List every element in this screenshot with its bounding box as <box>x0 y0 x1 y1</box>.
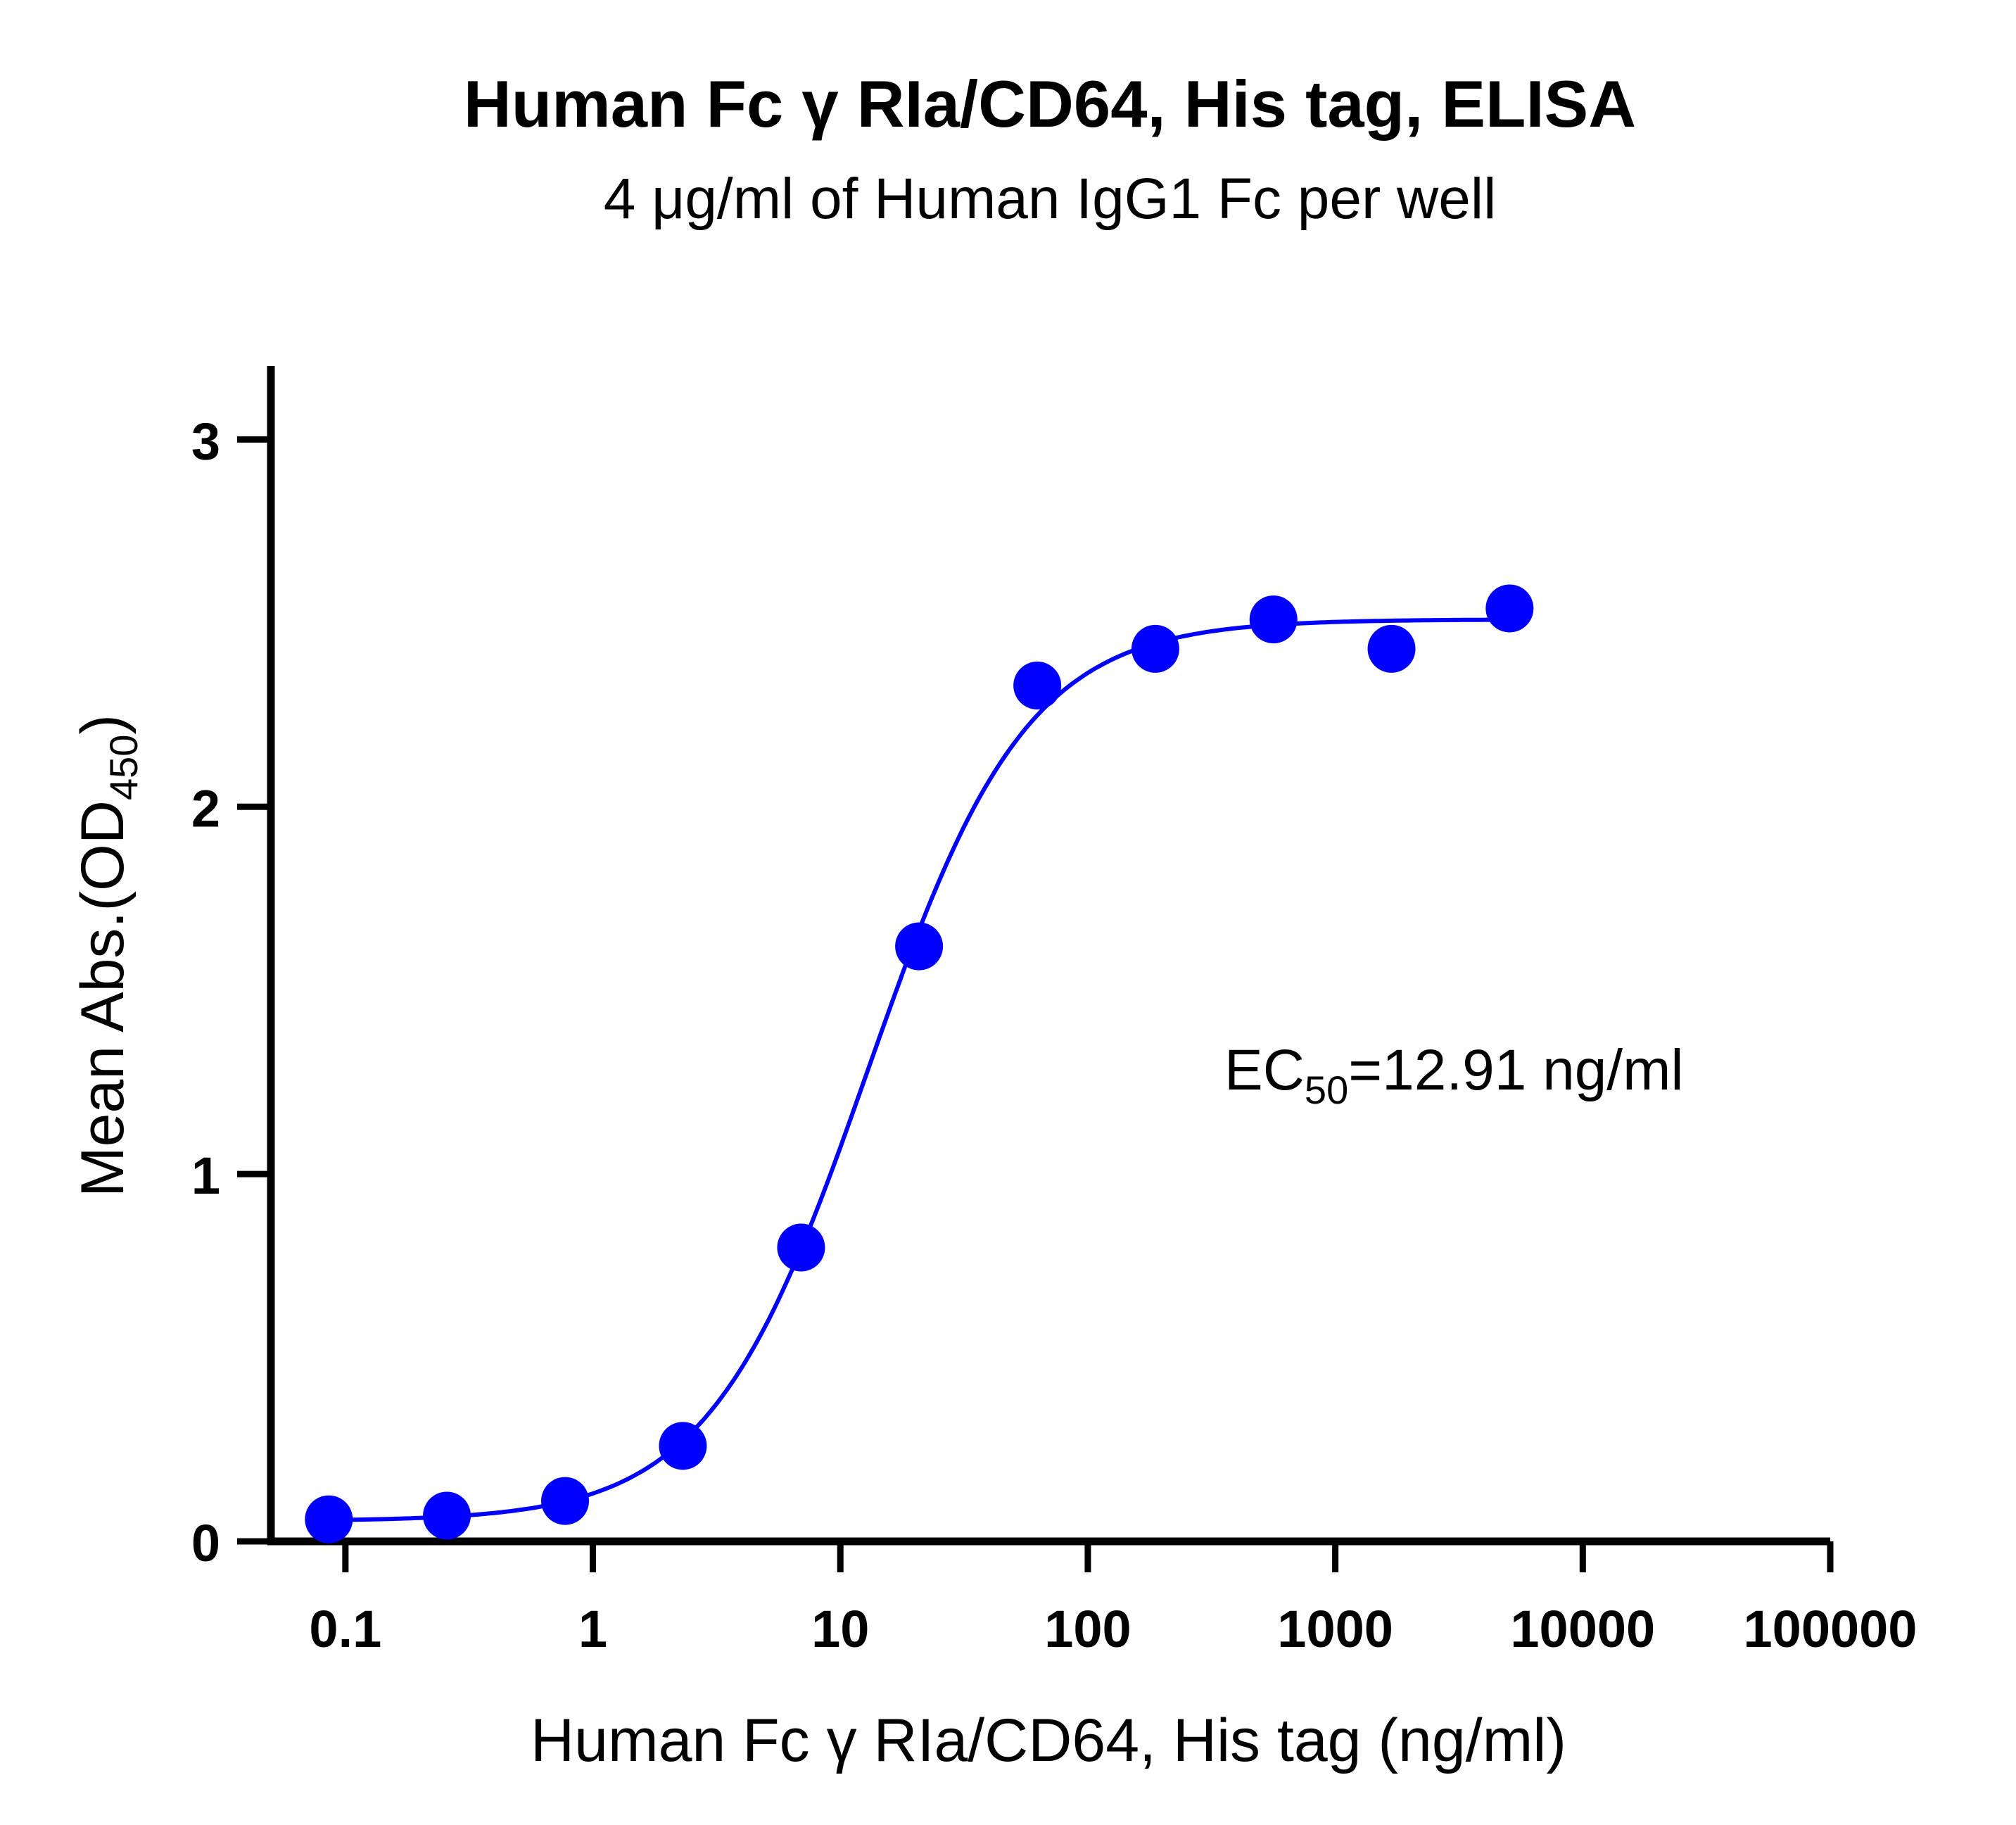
y-tick-label: 0 <box>191 1514 220 1572</box>
y-ticks: 0 1 2 3 <box>191 412 271 1572</box>
y-axis-label-subscript: 450 <box>101 735 146 800</box>
x-tick-label: 100 <box>1044 1600 1131 1658</box>
y-tick-label: 2 <box>191 779 220 838</box>
x-tick-label: 1 <box>578 1600 607 1658</box>
x-tick-label: 10 <box>811 1600 869 1658</box>
chart-title: Human Fc γ RIa/CD64, His tag, ELISA <box>464 67 1636 141</box>
data-point <box>895 922 944 971</box>
data-point <box>659 1422 707 1470</box>
x-ticks: 0.1 1 10 100 1000 10000 100000 <box>309 1541 1917 1658</box>
ec50-subscript: 50 <box>1305 1068 1348 1112</box>
y-axis: 0 1 2 3 <box>191 366 275 1572</box>
ec50-annotation: EC50=12.91 ng/ml <box>1224 1038 1684 1112</box>
chart-subtitle: 4 μg/ml of Human IgG1 Fc per well <box>604 167 1497 231</box>
y-axis-label: Mean Abs.(OD450) <box>69 714 146 1197</box>
x-axis: 0.1 1 10 100 1000 10000 100000 <box>267 1537 1917 1658</box>
y-axis-label-close: ) <box>69 714 137 735</box>
data-point <box>1367 624 1416 673</box>
x-tick-label: 100000 <box>1744 1600 1917 1658</box>
data-point <box>1131 624 1179 673</box>
ec50-suffix: =12.91 ng/ml <box>1348 1038 1683 1102</box>
data-point <box>423 1491 471 1540</box>
data-point <box>541 1477 590 1525</box>
y-tick-label: 1 <box>191 1147 220 1205</box>
data-points <box>305 584 1534 1543</box>
y-tick-label: 3 <box>191 412 220 470</box>
data-point <box>1013 662 1062 710</box>
data-point <box>1249 595 1298 644</box>
x-axis-label: Human Fc γ RIa/CD64, His tag (ng/ml) <box>531 1707 1566 1774</box>
data-point <box>777 1223 825 1272</box>
data-point <box>305 1495 353 1543</box>
x-tick-label: 0.1 <box>309 1600 381 1658</box>
x-tick-label: 1000 <box>1277 1600 1393 1658</box>
x-tick-label: 10000 <box>1510 1600 1655 1658</box>
data-point <box>1485 584 1534 633</box>
